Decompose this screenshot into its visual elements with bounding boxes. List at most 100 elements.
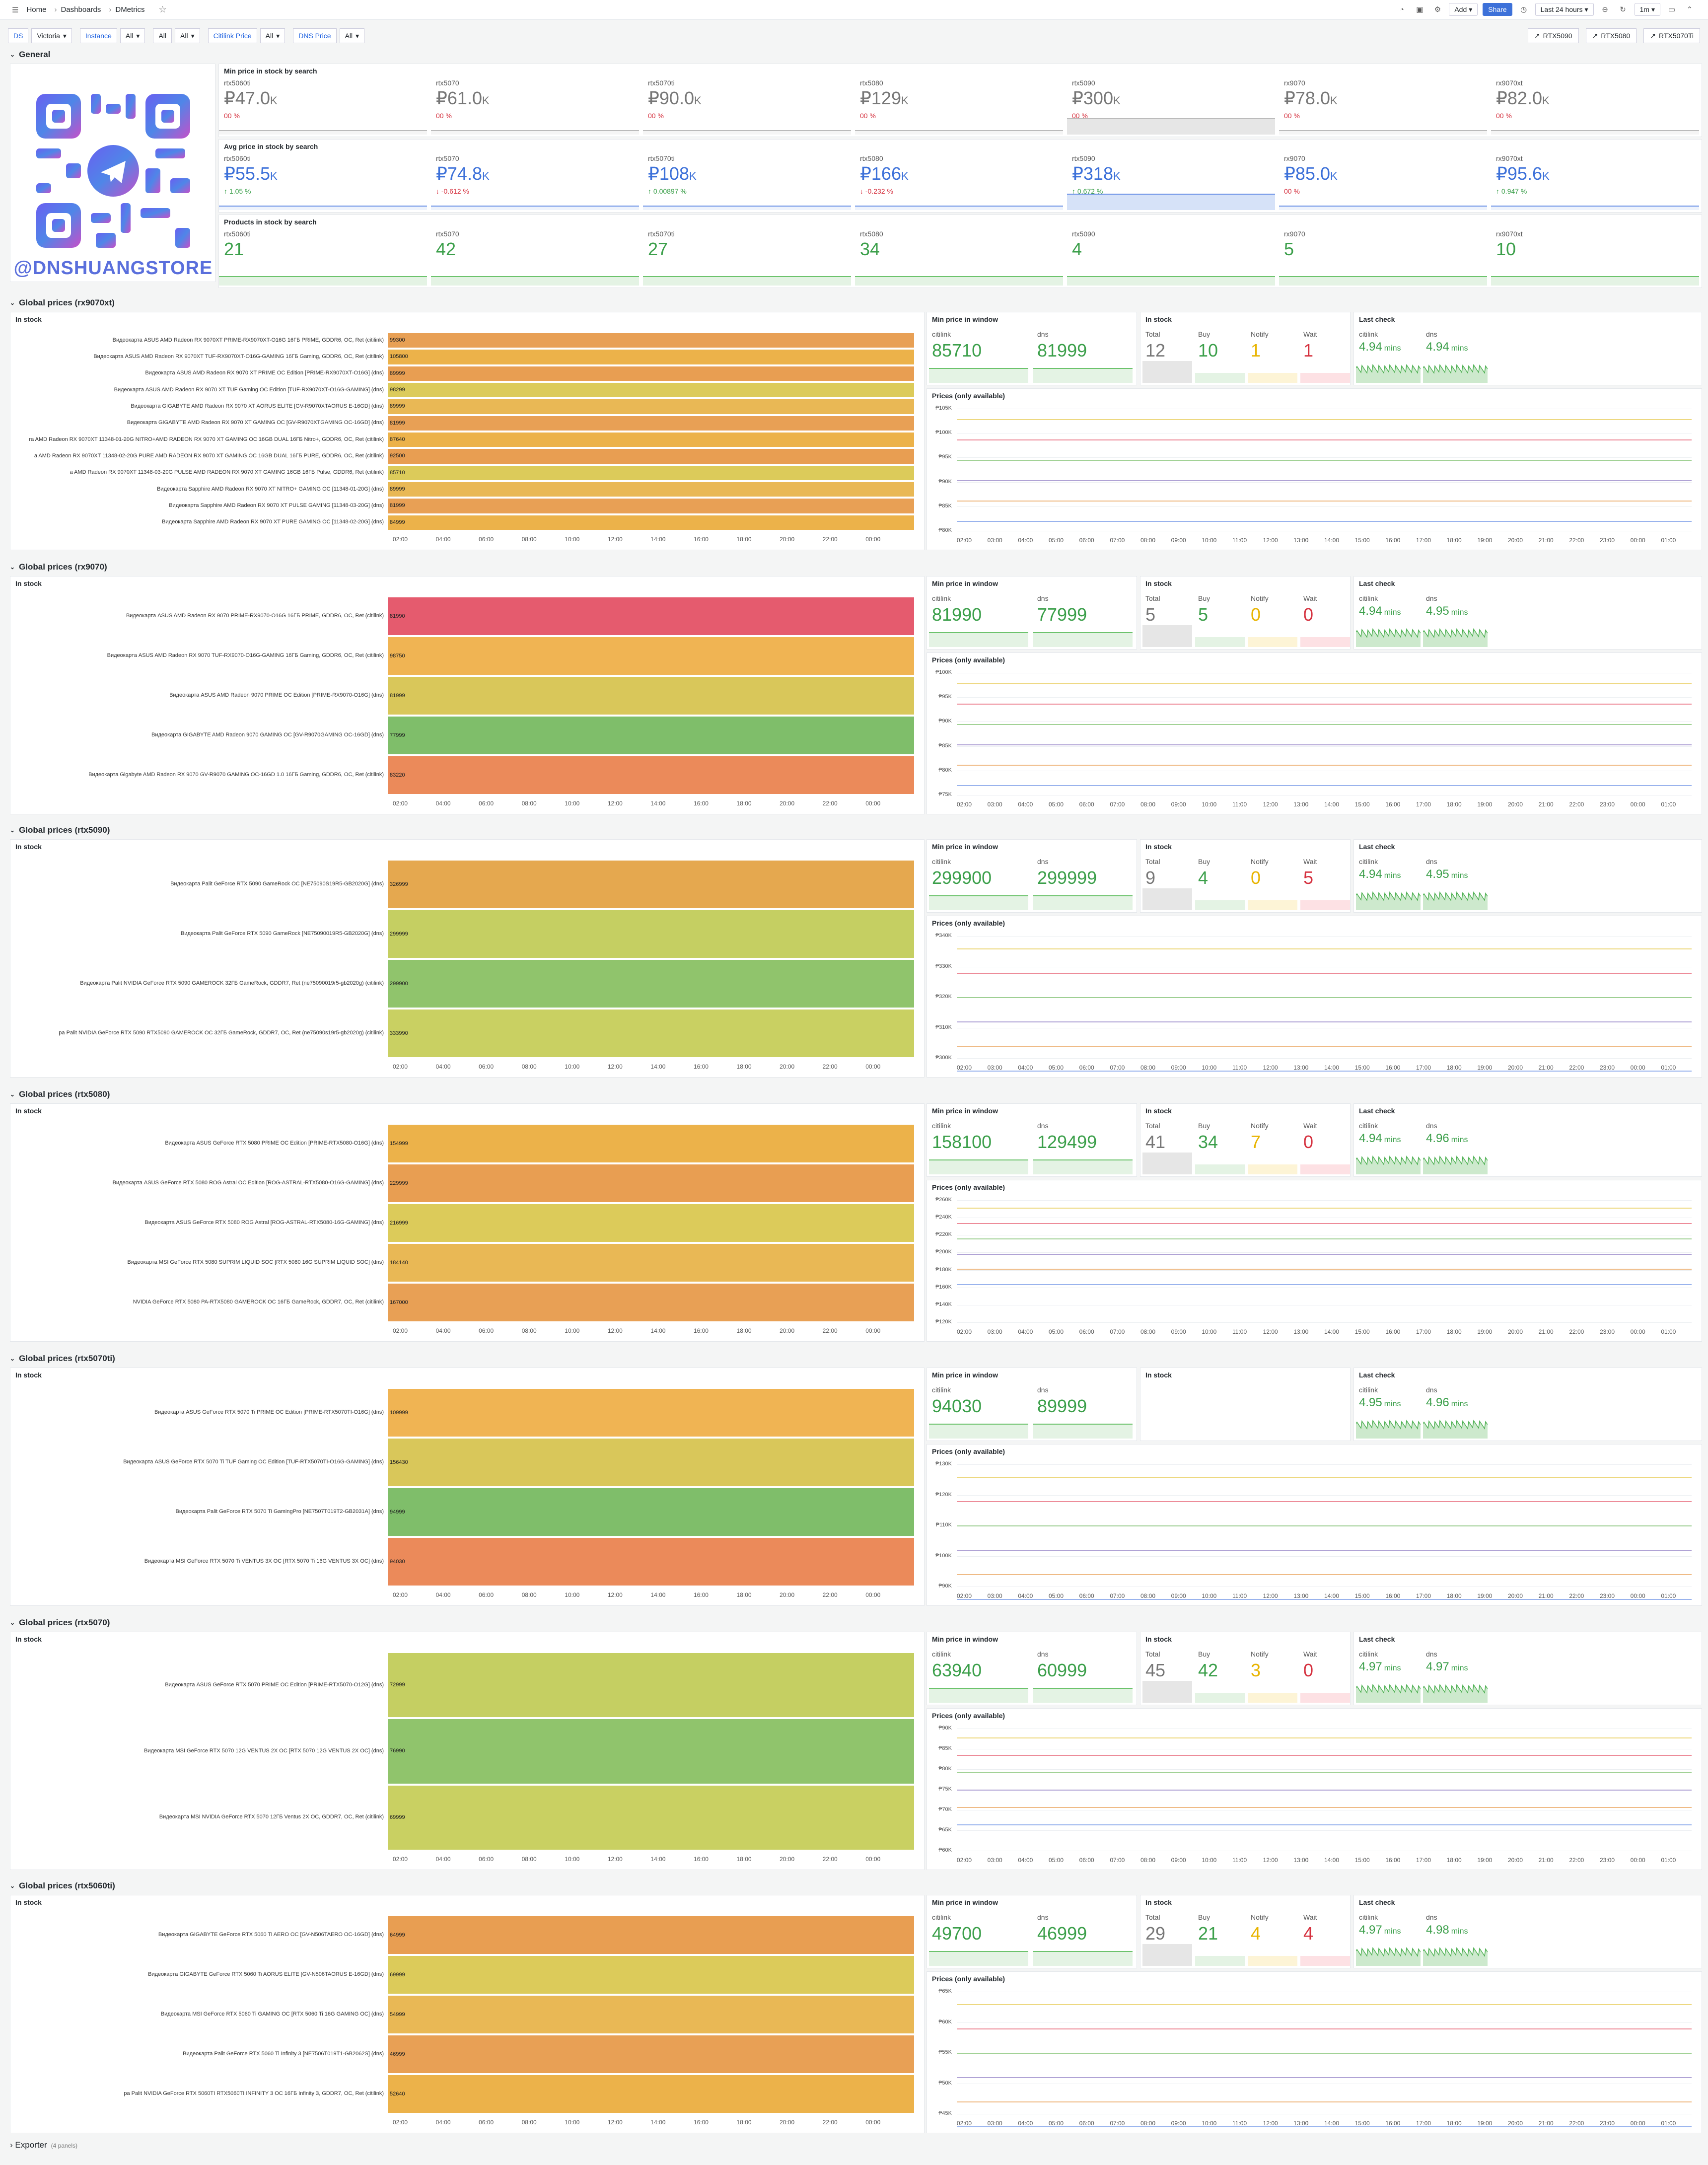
bar[interactable]: 87640 [388,433,914,447]
bar[interactable]: 98299 [388,383,914,398]
var-dns-select[interactable]: All ▾ [339,28,365,43]
citilink-min-value: 49700 [932,1923,982,1944]
bar[interactable]: 69999 [388,1785,914,1850]
chevron-down-icon: ⌄ [10,299,15,306]
row-section[interactable]: ⌄ Global prices (rtx5060ti) [10,1880,115,1892]
stat-value: ₽47.0K [224,88,278,109]
share-button[interactable]: Share [1483,3,1512,16]
bar[interactable]: 156430 [388,1439,914,1486]
x-tick: 10:00 [1202,537,1217,544]
bar[interactable]: 81999 [388,416,914,431]
tv-icon[interactable]: ▭ [1668,5,1676,14]
bar[interactable]: 99300 [388,333,914,348]
x-tick: 04:00 [1018,2120,1033,2127]
var-ds-select[interactable]: Victoria ▾ [31,28,72,43]
star-icon[interactable]: ☆ [158,4,167,14]
x-tick: 00:00 [865,1063,881,1070]
bar[interactable]: 98750 [388,637,914,675]
add-button[interactable]: Add ▾ [1449,3,1478,16]
total-value: 45 [1145,1660,1166,1680]
bar[interactable]: 89999 [388,366,914,381]
link-rtx5070ti[interactable]: ↗ RTX5070Ti [1643,28,1700,43]
bar[interactable]: 89999 [388,399,914,414]
bar[interactable]: 85710 [388,465,914,480]
bar[interactable]: 46999 [388,2035,914,2073]
bar[interactable]: 89999 [388,482,914,497]
bar[interactable]: 81999 [388,677,914,715]
bar[interactable]: 109999 [388,1389,914,1437]
var-citilink-select[interactable]: All ▾ [260,28,285,43]
link-rtx5090[interactable]: ↗ RTX5090 [1527,28,1579,43]
link-rtx5080[interactable]: ↗ RTX5080 [1585,28,1637,43]
gridline [957,1495,1692,1496]
bar[interactable]: 167000 [388,1284,914,1321]
stat-label: rtx5060ti [224,230,251,238]
sparkline [1423,1419,1488,1439]
x-tick: 10:00 [1202,1064,1217,1071]
min-price-window-panel: Min price in window citilink 158100 dns 1294… [926,1103,1137,1177]
var-3-select[interactable]: All [153,28,172,43]
row-section[interactable]: ⌄ Global prices (rx9070) [10,561,107,573]
stat-delta: 00 % [1072,112,1088,120]
gear-icon[interactable]: ⚙ [1434,5,1441,14]
bar[interactable]: 92500 [388,449,914,464]
bar[interactable]: 184140 [388,1244,914,1282]
row-general[interactable]: ⌄ General [10,50,51,59]
chevron-down-icon: ⌄ [10,1882,15,1889]
bar[interactable]: 84999 [388,515,914,530]
sparkline [1195,637,1245,647]
x-tick: 11:00 [1232,1328,1247,1335]
sparkline [1195,1693,1245,1703]
save-icon[interactable]: ▣ [1416,5,1423,14]
stat-rtx5060ti: rtx5060ti ₽47.0K 00 % [219,64,429,137]
bar[interactable]: 69999 [388,1956,914,1994]
bar[interactable]: 76990 [388,1719,914,1784]
bar[interactable]: 326999 [388,861,914,908]
bar[interactable]: 94030 [388,1538,914,1586]
menu-icon[interactable]: ☰ [12,5,19,14]
x-tick: 18:00 [736,800,752,807]
chevron-up-icon[interactable]: ⌃ [1686,5,1693,14]
bar[interactable]: 81999 [388,499,914,513]
zoom-out-icon[interactable]: ⊖ [1602,5,1608,14]
bar[interactable]: 299900 [388,960,914,1008]
sparkline [1248,1693,1297,1703]
bar[interactable]: 105800 [388,350,914,364]
bar[interactable]: 83220 [388,756,914,794]
time-range-picker[interactable]: Last 24 hours ▾ [1535,3,1594,16]
bar-label: ра Palit NVIDIA GeForce RTX 5060TI RTX50… [124,2091,384,2096]
value-text: 4.97 [1359,1923,1382,1937]
x-tick: 08:00 [1140,2120,1156,2127]
bar[interactable]: 94999 [388,1488,914,1536]
row-section[interactable]: ⌄ Global prices (rx9070xt) [10,297,115,309]
bar[interactable]: 64999 [388,1916,914,1954]
bar[interactable]: 216999 [388,1204,914,1242]
series-line [957,500,1692,502]
refresh-interval[interactable]: 1m ▾ [1634,3,1660,16]
row-exporter[interactable]: › Exporter (4 panels) [10,2140,78,2150]
refresh-icon[interactable]: ↻ [1620,5,1626,14]
x-tick: 09:00 [1171,1064,1186,1071]
row-section[interactable]: ⌄ Global prices (rtx5070) [10,1617,110,1629]
bar[interactable]: 81990 [388,597,914,635]
row-section[interactable]: ⌄ Global prices (rtx5080) [10,1088,110,1100]
bar[interactable]: 77999 [388,717,914,754]
bar[interactable]: 54999 [388,1996,914,2033]
var-instance-select[interactable]: All ▾ [120,28,145,43]
bar[interactable]: 333990 [388,1010,914,1057]
bar[interactable]: 72999 [388,1653,914,1718]
in-stock-panel: In stock Видеокарта ASUS AMD Radeon RX 90… [10,312,925,550]
var-4-select[interactable]: All ▾ [175,28,200,43]
qr-logo [36,94,190,248]
citilink-label: citilink [1359,1386,1378,1394]
bar[interactable]: 154999 [388,1125,914,1162]
row-section[interactable]: ⌄ Global prices (rtx5070ti) [10,1353,115,1365]
breadcrumb-dashboards[interactable]: Dashboards [61,5,101,14]
bell-icon[interactable]: ◔ [1399,5,1404,14]
bar[interactable]: 229999 [388,1164,914,1202]
breadcrumb-home[interactable]: Home [26,5,47,14]
bar[interactable]: 52640 [388,2075,914,2113]
x-tick: 15:00 [1354,1064,1370,1071]
bar[interactable]: 299999 [388,910,914,958]
row-section[interactable]: ⌄ Global prices (rtx5090) [10,824,110,836]
